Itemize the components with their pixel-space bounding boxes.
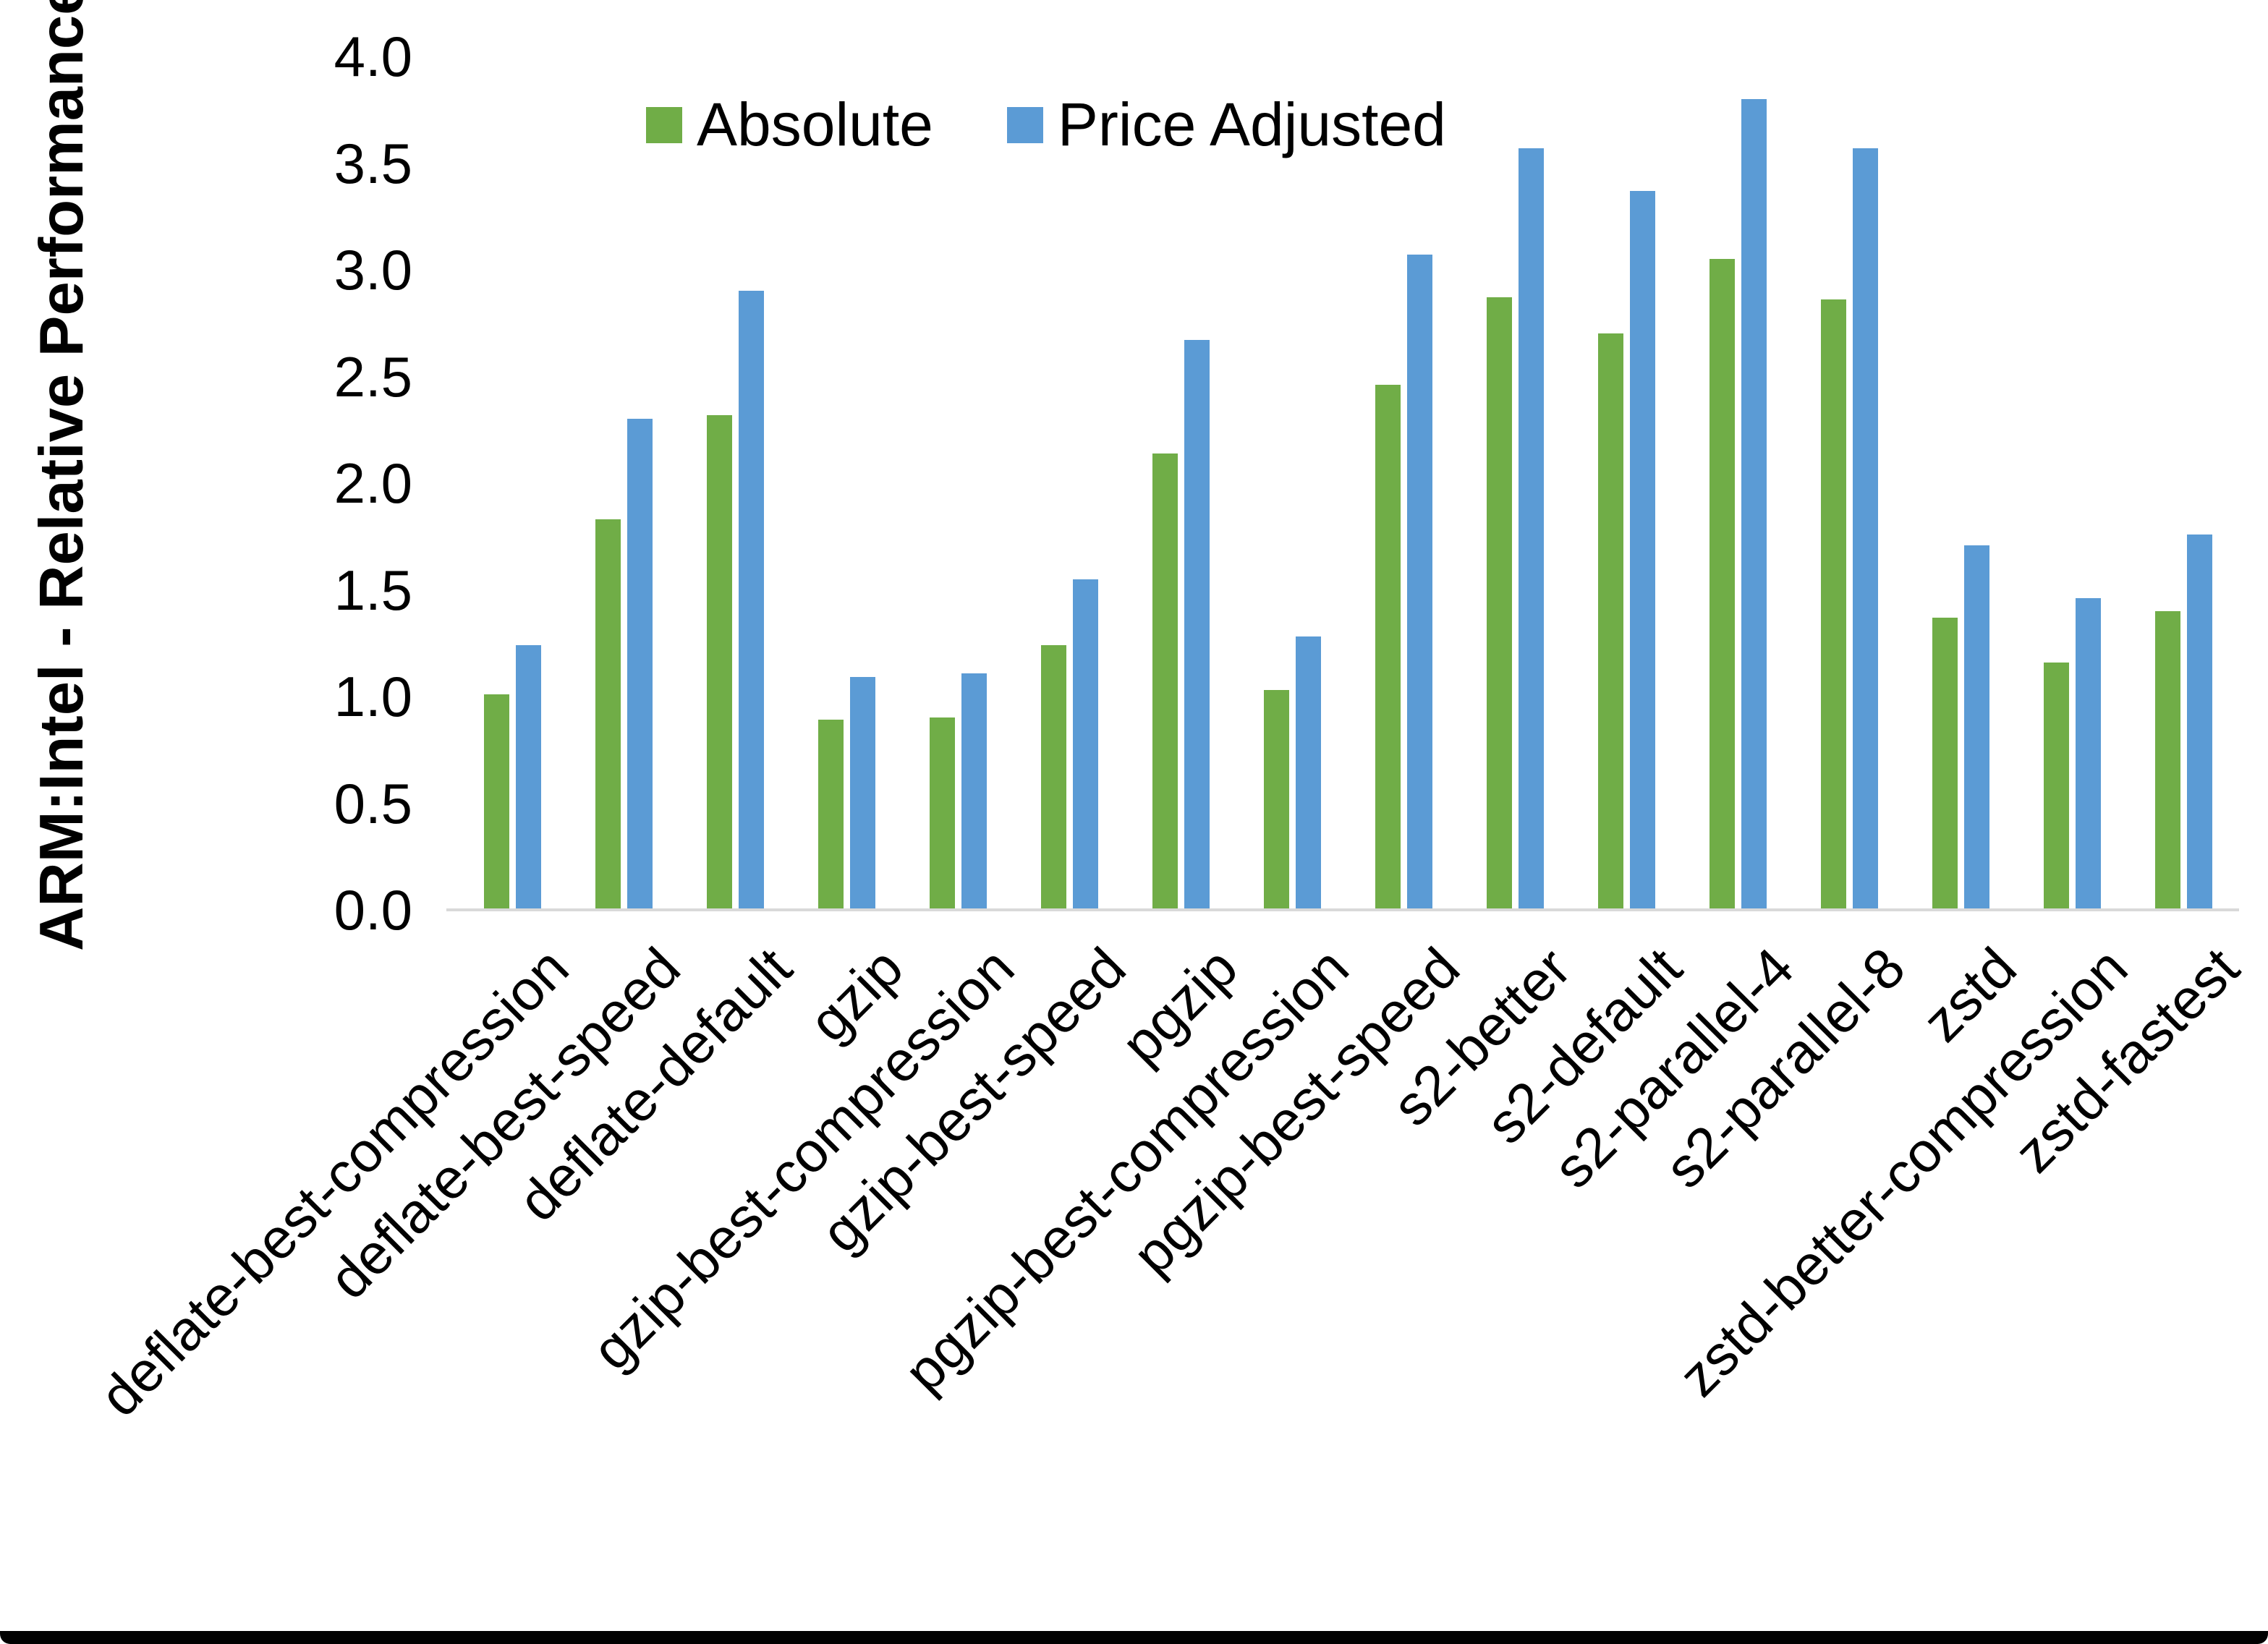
- y-tick-2.5: 2.5: [334, 344, 412, 409]
- legend: Absolute Price Adjusted: [646, 90, 1446, 160]
- bar-absolute-pgzip-best-speed: [1375, 385, 1401, 910]
- bar-absolute-gzip-best-speed: [1041, 645, 1066, 910]
- plot-area: [457, 56, 2239, 910]
- bar-price-adjusted-pgzip: [1184, 340, 1210, 910]
- y-tick-0.5: 0.5: [334, 771, 412, 835]
- bar-absolute-gzip-best-compression: [930, 717, 955, 910]
- y-tick-3.5: 3.5: [334, 131, 412, 195]
- bar-price-adjusted-deflate-best-compression: [516, 645, 541, 910]
- y-tick-3.0: 3.0: [334, 238, 412, 302]
- bar-price-adjusted-gzip-best-compression: [961, 673, 987, 910]
- y-tick-4.0: 4.0: [334, 25, 412, 88]
- legend-label: Absolute: [697, 90, 933, 158]
- bar-absolute-deflate-best-compression: [484, 694, 509, 910]
- x-category-label-deflate-best-compression: deflate-best-compression: [88, 935, 581, 1428]
- bar-absolute-s2-better: [1487, 297, 1512, 910]
- bar-absolute-deflate-best-speed: [595, 519, 621, 910]
- y-tick-2.0: 2.0: [334, 451, 412, 515]
- bar-absolute-pgzip: [1152, 453, 1178, 910]
- bar-price-adjusted-zstd-fastest: [2187, 534, 2212, 910]
- x-axis-line: [446, 908, 2239, 911]
- bar-price-adjusted-pgzip-best-speed: [1407, 255, 1432, 910]
- bar-absolute-zstd: [1932, 618, 1958, 910]
- legend-item-price-adjusted: Price Adjusted: [1006, 90, 1446, 160]
- bar-price-adjusted-zstd-better-compression: [2076, 598, 2101, 910]
- y-axis-title: ARM:Intel - Relative Performance: [27, 0, 96, 951]
- bar-absolute-s2-parallel-8: [1821, 299, 1846, 910]
- y-tick-1.0: 1.0: [334, 665, 412, 728]
- bar-price-adjusted-gzip-best-speed: [1073, 579, 1098, 910]
- y-tick-1.5: 1.5: [334, 558, 412, 622]
- legend-item-absolute: Absolute: [646, 90, 933, 160]
- bar-price-adjusted-deflate-default: [739, 291, 764, 910]
- legend-swatch-icon: [1006, 106, 1043, 143]
- legend-swatch-icon: [646, 106, 682, 143]
- bar-price-adjusted-s2-better: [1519, 148, 1544, 910]
- bar-price-adjusted-s2-default: [1630, 191, 1655, 910]
- bar-price-adjusted-deflate-best-speed: [627, 419, 653, 910]
- bar-price-adjusted-s2-parallel-4: [1741, 99, 1767, 910]
- bar-price-adjusted-gzip: [850, 677, 875, 910]
- bar-price-adjusted-pgzip-best-compression: [1296, 636, 1321, 910]
- bar-absolute-s2-default: [1598, 333, 1623, 910]
- legend-label: Price Adjusted: [1057, 90, 1446, 158]
- bar-absolute-s2-parallel-4: [1710, 259, 1735, 910]
- bar-absolute-pgzip-best-compression: [1264, 690, 1289, 910]
- bar-absolute-deflate-default: [707, 415, 732, 910]
- y-tick-0.0: 0.0: [334, 878, 412, 942]
- bar-price-adjusted-s2-parallel-8: [1853, 148, 1878, 910]
- bar-absolute-zstd-fastest: [2155, 611, 2180, 910]
- bar-absolute-zstd-better-compression: [2044, 663, 2069, 910]
- bottom-border: [0, 1631, 2268, 1644]
- bar-absolute-gzip: [818, 720, 844, 910]
- bar-price-adjusted-zstd: [1964, 545, 1989, 910]
